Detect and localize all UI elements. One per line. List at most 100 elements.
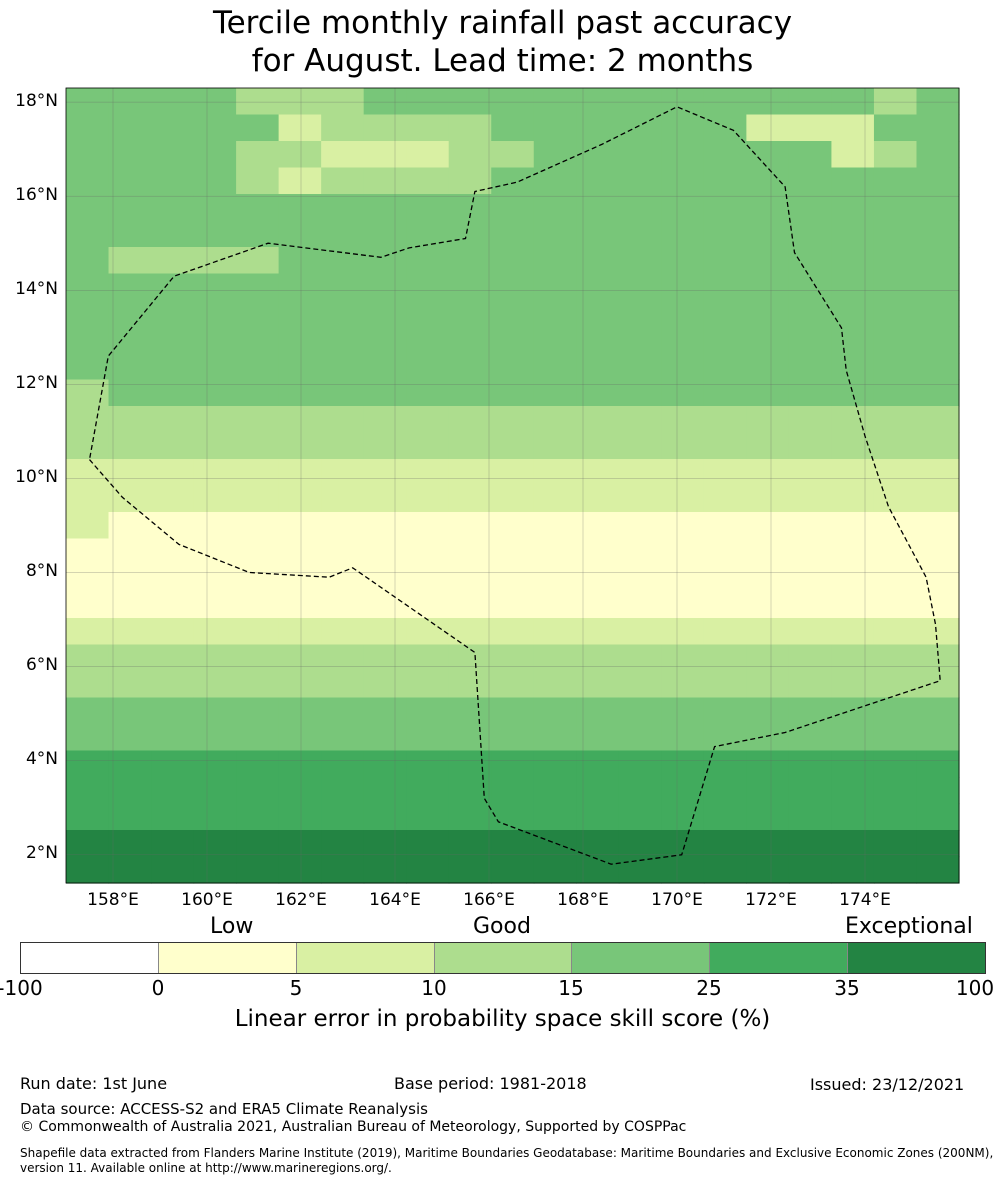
colorbar-tick: 35 — [834, 976, 860, 1000]
grid-cell — [873, 750, 918, 778]
grid-cell — [236, 379, 280, 407]
grid-cell — [788, 247, 833, 275]
grid-cell — [873, 273, 918, 301]
grid-cell — [576, 618, 620, 646]
base-period: Base period: 1981-2018 — [394, 1074, 587, 1093]
grid-cell — [448, 459, 492, 487]
grid-cell — [66, 141, 110, 169]
grid-cell — [746, 379, 790, 407]
grid-cell — [661, 88, 705, 116]
grid-cell — [746, 247, 790, 275]
grid-cell — [703, 591, 747, 619]
grid-cell — [916, 803, 960, 831]
grid-cell — [661, 750, 705, 778]
grid-cell — [278, 326, 322, 354]
grid-cell — [661, 856, 705, 884]
grid-cell — [788, 406, 833, 434]
grid-cell — [193, 830, 237, 858]
grid-cell — [108, 803, 152, 831]
grid-cell — [491, 565, 535, 593]
grid-cell — [873, 406, 918, 434]
grid-cell — [491, 485, 535, 513]
eez-boundary — [88, 106, 941, 865]
grid-cell — [533, 724, 577, 752]
grid-cell — [321, 644, 365, 672]
grid-cell — [236, 591, 280, 619]
colorbar-label: Linear error in probability space skill … — [234, 1006, 771, 1032]
grid-cell — [321, 565, 365, 593]
grid-cell — [533, 326, 577, 354]
grid-cell — [533, 379, 577, 407]
grid-cell — [703, 803, 747, 831]
grid-cell — [873, 591, 918, 619]
grid-cell — [618, 644, 662, 672]
grid-cell — [321, 220, 365, 248]
colorbar-tick: 5 — [289, 976, 303, 1000]
grid-cell — [151, 565, 195, 593]
grid-cell — [788, 644, 833, 672]
grid-cell — [873, 114, 918, 142]
grid-cell — [363, 565, 407, 593]
grid-cell — [108, 724, 152, 752]
grid-cell — [278, 724, 322, 752]
grid-cell — [406, 803, 450, 831]
grid-cell — [703, 300, 747, 328]
grid-cell — [406, 353, 450, 381]
grid-cell — [916, 618, 960, 646]
grid-cell — [576, 724, 620, 752]
grid-cell — [448, 856, 492, 884]
grid-cell — [321, 485, 365, 513]
colorbar-segment — [710, 943, 849, 973]
grid-cell — [661, 167, 705, 195]
grid-cell — [193, 485, 237, 513]
grid-cell — [618, 724, 662, 752]
colorbar-tick: -100 — [0, 976, 43, 1000]
grid-cell — [406, 591, 450, 619]
grid-cell — [278, 644, 322, 672]
grid-cell — [193, 406, 237, 434]
colorbar-tick: 10 — [421, 976, 447, 1000]
grid-cell — [916, 856, 960, 884]
grid-cell — [278, 591, 322, 619]
grid-cell — [916, 432, 960, 460]
grid-cell — [363, 750, 407, 778]
grid-cell — [873, 671, 918, 699]
grid-cell — [618, 379, 662, 407]
colorbar-tick: 15 — [558, 976, 584, 1000]
map-frame — [65, 87, 960, 884]
grid-cell — [363, 88, 407, 116]
lon-tick: 168°E — [557, 890, 609, 910]
grid-cell — [491, 644, 535, 672]
grid-cell — [236, 247, 280, 275]
grid-cell — [873, 538, 918, 566]
grid-cell — [491, 406, 535, 434]
lon-tick: 166°E — [463, 890, 515, 910]
grid-cell — [533, 406, 577, 434]
map-title: Tercile monthly rainfall past accuracy f… — [0, 4, 1005, 80]
grid-cell — [66, 114, 110, 142]
shapefile-credit-2: version 11. Available online at http://w… — [20, 1161, 392, 1175]
skill-grid — [66, 88, 960, 884]
grid-cell — [278, 247, 322, 275]
grid-cell — [661, 326, 705, 354]
grid-cell — [491, 538, 535, 566]
grid-cell — [108, 220, 152, 248]
grid-cell — [746, 273, 790, 301]
grid-cell — [448, 830, 492, 858]
grid-cell — [108, 300, 152, 328]
skill-map — [65, 87, 960, 884]
grid-cell — [321, 697, 365, 725]
grid-cell — [533, 777, 577, 805]
grid-cell — [746, 750, 790, 778]
grid-cell — [533, 671, 577, 699]
grid-cell — [491, 856, 535, 884]
grid-cell — [703, 671, 747, 699]
grid-cell — [448, 300, 492, 328]
lon-tick: 164°E — [369, 890, 421, 910]
grid-cell — [151, 194, 195, 222]
grid-cell — [151, 856, 195, 884]
grid-cell — [831, 856, 875, 884]
grid-cell — [108, 326, 152, 354]
grid-cell — [788, 485, 833, 513]
grid-cell — [576, 485, 620, 513]
